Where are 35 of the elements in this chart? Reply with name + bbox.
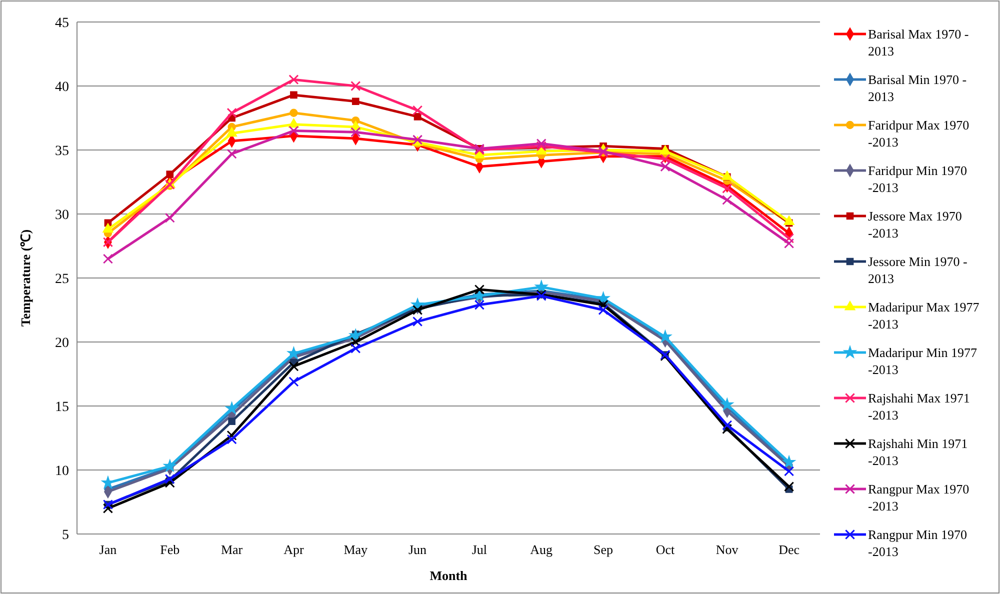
- y-axis-title: Temperature (℃): [18, 229, 33, 327]
- y-tick-label: 30: [55, 208, 69, 223]
- y-tick-label: 45: [55, 16, 69, 31]
- y-tick-label: 5: [62, 528, 69, 543]
- legend-label: Jessore Max 1970 -2013: [868, 208, 962, 240]
- legend-label: Rangpur Max 1970 -2013: [868, 482, 970, 514]
- y-tick-label: 15: [55, 400, 69, 415]
- legend-label: Barisal Min 1970 - 2013: [868, 72, 967, 104]
- legend-label: Rajshahi Min 1971 -2013: [868, 436, 968, 468]
- legend-label: Barisal Max 1970 - 2013: [868, 26, 969, 58]
- x-tick-label: Dec: [778, 542, 800, 557]
- x-tick-label: Jul: [472, 542, 488, 557]
- x-tick-label: Jun: [408, 542, 428, 557]
- x-tick-label: Mar: [220, 542, 244, 557]
- x-tick-label: Aug: [530, 542, 554, 557]
- x-axis-title: Month: [430, 568, 468, 583]
- legend-label: Rangpur Min 1970 -2013: [868, 527, 967, 559]
- legend-label: Madaripur Max 1977 -2013: [868, 300, 980, 332]
- y-tick-label: 40: [55, 80, 69, 95]
- x-tick-label: May: [344, 542, 368, 557]
- y-tick-label: 10: [55, 464, 69, 479]
- x-tick-label: Sep: [594, 542, 614, 557]
- x-tick-label: Jan: [99, 542, 118, 557]
- legend-label: Faridpur Min 1970 -2013: [868, 163, 967, 195]
- y-tick-label: 20: [55, 336, 69, 351]
- x-tick-label: Apr: [284, 542, 304, 557]
- legend-label: Faridpur Max 1970 -2013: [868, 118, 970, 150]
- legend-label: Jessore Min 1970 - 2013: [868, 254, 968, 286]
- legend-label: Rajshahi Max 1971 -2013: [868, 390, 970, 422]
- x-tick-label: Feb: [160, 542, 180, 557]
- y-tick-label: 35: [55, 144, 69, 159]
- x-tick-label: Nov: [716, 542, 739, 557]
- legend-label: Madaripur Min 1977 -2013: [868, 345, 978, 377]
- y-tick-label: 25: [55, 272, 69, 287]
- x-tick-label: Oct: [656, 542, 675, 557]
